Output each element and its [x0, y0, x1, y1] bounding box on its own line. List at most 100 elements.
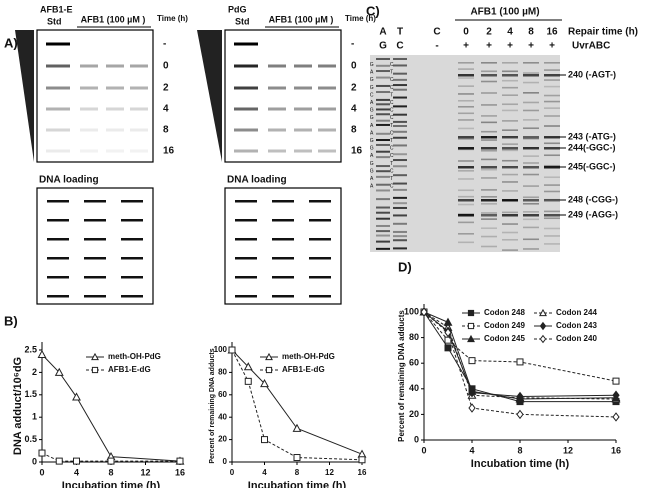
band: [523, 166, 539, 169]
label: +: [549, 41, 555, 52]
band: [481, 189, 497, 191]
band: [458, 85, 474, 87]
band: [544, 79, 560, 81]
band: [318, 107, 336, 111]
band: [523, 214, 539, 217]
band: [80, 128, 98, 132]
band: [106, 149, 124, 153]
label: T: [397, 27, 403, 38]
band: [121, 257, 143, 260]
band: [481, 115, 497, 117]
band: [523, 211, 539, 213]
band: [268, 86, 286, 90]
band: [502, 214, 518, 217]
legend-label: meth-OH-PdG: [108, 352, 161, 361]
label: 2: [351, 83, 357, 94]
band: [481, 218, 497, 220]
band: [481, 199, 497, 202]
band: [523, 62, 539, 64]
band: [458, 147, 474, 150]
band: [272, 219, 294, 222]
label: AFB1 (100 µM ): [81, 14, 146, 24]
site-label: 240 (-AGT-): [568, 69, 616, 79]
band: [481, 70, 497, 73]
band: [84, 295, 106, 298]
band: [376, 211, 390, 214]
band: [544, 217, 560, 220]
band: [80, 107, 98, 111]
band: [376, 98, 390, 101]
band: [121, 276, 143, 279]
band: [458, 138, 474, 140]
band: [458, 74, 474, 77]
label: C: [396, 41, 403, 52]
legend-label: Codon 248: [484, 308, 525, 317]
marker: [176, 457, 184, 465]
band: [234, 128, 258, 132]
band: [481, 235, 497, 238]
band: [393, 72, 407, 75]
marker: [54, 367, 64, 376]
band: [523, 119, 539, 121]
band: [309, 257, 331, 260]
band: [502, 136, 518, 139]
band: [458, 105, 474, 108]
y-axis-label: Percent of remaining DNA adducts: [397, 310, 406, 442]
legend-label: Codon 244: [556, 308, 597, 317]
band: [458, 178, 474, 180]
label: G: [379, 41, 387, 52]
y-tick-label: 0: [414, 434, 419, 444]
sequence: CTCCTCCCTCTCCTCTC: [389, 62, 395, 191]
label: 2: [163, 83, 169, 94]
label: UvrABC: [572, 41, 610, 52]
gradient-wedge: [197, 30, 222, 162]
y-tick-label: 20: [409, 409, 419, 419]
band: [481, 168, 497, 171]
band: [544, 136, 560, 139]
marker: [38, 449, 46, 457]
band: [393, 58, 407, 60]
band: [502, 143, 518, 145]
band: [234, 107, 258, 111]
y-tick-label: 80: [218, 368, 227, 377]
y-tick-label: 2: [32, 367, 37, 377]
band: [523, 173, 539, 176]
band: [481, 74, 497, 77]
band: [318, 64, 336, 68]
y-tick-label: 100: [214, 345, 228, 354]
band: [544, 164, 560, 167]
y-tick-label: 2.5: [24, 344, 37, 354]
band: [523, 196, 539, 199]
band: [294, 86, 312, 90]
band: [481, 177, 497, 179]
marker: [358, 456, 366, 464]
sequence: GAGGCAGGAAGGAGGAA: [369, 62, 375, 191]
band: [481, 104, 497, 106]
marker: [244, 377, 252, 385]
band: [481, 166, 497, 169]
band: [80, 64, 98, 68]
band: [393, 159, 407, 162]
band: [235, 276, 257, 279]
band: [234, 42, 258, 46]
band: [458, 93, 474, 95]
label: -: [435, 41, 438, 52]
legend-marker: [265, 352, 273, 361]
band: [544, 166, 560, 169]
band: [544, 210, 560, 213]
band: [458, 77, 474, 79]
band: [47, 257, 69, 260]
band: [121, 238, 143, 241]
band: [376, 64, 390, 67]
band: [376, 91, 390, 94]
band: [393, 239, 407, 242]
band: [309, 200, 331, 203]
label: Time (h): [345, 14, 376, 23]
band: [523, 238, 539, 241]
band: [309, 276, 331, 279]
x-axis-label: Incubation time (h): [248, 480, 347, 488]
band: [502, 120, 518, 122]
band: [376, 230, 390, 233]
band: [106, 64, 124, 68]
